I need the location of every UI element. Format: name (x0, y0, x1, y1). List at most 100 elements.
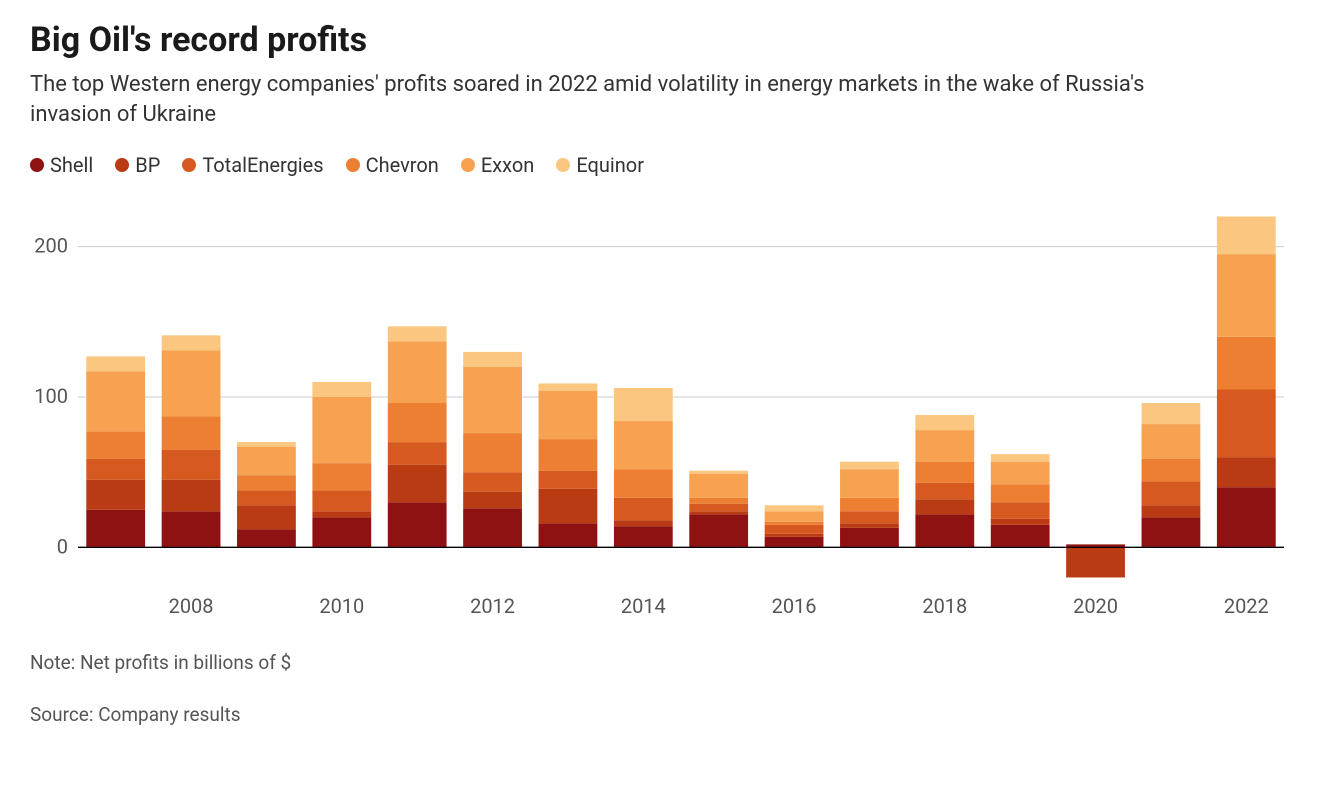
bar-segment (1217, 458, 1276, 488)
legend-item: Equinor (556, 153, 644, 177)
bar-segment (614, 521, 673, 527)
bar-segment (388, 503, 447, 548)
bar-segment (1217, 337, 1276, 390)
x-axis-label: 2020 (1073, 594, 1118, 618)
bar-segment (915, 430, 974, 462)
bar-segment (388, 403, 447, 442)
bar-segment (312, 464, 371, 491)
bar-segment (463, 433, 522, 472)
bar-segment (388, 442, 447, 465)
bar-segment (312, 512, 371, 518)
bar-segment (388, 327, 447, 342)
bar-segment (991, 485, 1050, 503)
bar-segment (312, 382, 371, 397)
x-axis-label: 2018 (922, 594, 967, 618)
bar-segment (237, 491, 296, 506)
bar-segment (86, 480, 145, 510)
bar-segment (614, 421, 673, 469)
legend-swatch-icon (182, 158, 196, 172)
legend-label: Exxon (481, 153, 534, 177)
legend-item: Chevron (346, 153, 439, 177)
bar-segment (1217, 254, 1276, 337)
bar-segment (162, 351, 221, 417)
bar-segment (991, 525, 1050, 548)
bar-segment (765, 506, 824, 512)
bar-segment (1142, 518, 1201, 548)
bar-segment (991, 503, 1050, 520)
chart-subtitle: The top Western energy companies' profit… (30, 70, 1230, 129)
bar-segment (840, 512, 899, 524)
legend-swatch-icon (346, 158, 360, 172)
bar-segment (1142, 482, 1201, 506)
bar-segment (162, 417, 221, 450)
bar-segment (991, 462, 1050, 485)
bar-segment (1217, 488, 1276, 548)
legend-swatch-icon (115, 158, 129, 172)
bar-segment (463, 509, 522, 548)
bar-segment (312, 518, 371, 548)
bar-segment (539, 524, 598, 548)
bar-segment (86, 432, 145, 459)
bar-segment (162, 480, 221, 512)
bar-segment (162, 512, 221, 548)
bar-segment (840, 470, 899, 499)
bar-segment (765, 534, 824, 537)
x-axis-label: 2016 (772, 594, 817, 618)
bar-segment (915, 515, 974, 548)
bar-segment (840, 524, 899, 529)
bar-segment (915, 483, 974, 500)
bar-segment (86, 357, 145, 372)
bar-segment (991, 519, 1050, 525)
bar-segment (765, 512, 824, 523)
chart-source: Source: Company results (30, 701, 1290, 729)
legend-label: Equinor (576, 153, 644, 177)
chart-note: Note: Net profits in billions of $ (30, 649, 1290, 677)
bar-segment (689, 512, 748, 515)
bar-segment (463, 367, 522, 433)
bar-segment (237, 442, 296, 447)
bar-segment (312, 491, 371, 512)
bar-segment (991, 455, 1050, 463)
bar-segment (463, 473, 522, 493)
y-axis-label: 0 (57, 535, 68, 559)
bar-segment (689, 471, 748, 474)
x-axis-label: 2008 (169, 594, 214, 618)
legend-label: BP (135, 153, 160, 177)
bar-segment (689, 498, 748, 504)
bar-segment (614, 388, 673, 421)
chart-title: Big Oil's record profits (30, 20, 1290, 60)
legend: Shell BP TotalEnergies Chevron Exxon Equinor (30, 153, 1290, 177)
legend-item: Exxon (461, 153, 534, 177)
legend-swatch-icon (461, 158, 475, 172)
bar-segment (614, 527, 673, 548)
bar-segment (765, 537, 824, 548)
bar-segment (915, 415, 974, 430)
legend-label: Chevron (366, 153, 439, 177)
x-axis-label: 2010 (319, 594, 364, 618)
bar-segment (86, 510, 145, 548)
bar-segment (1066, 548, 1125, 578)
bar-segment (1217, 217, 1276, 255)
bar-segment (312, 397, 371, 463)
bar-segment (162, 450, 221, 480)
y-axis-label: 200 (34, 234, 68, 258)
bar-segment (539, 384, 598, 392)
legend-label: TotalEnergies (202, 153, 323, 177)
bar-segment (614, 470, 673, 499)
bar-segment (1142, 506, 1201, 518)
bar-segment (237, 506, 296, 530)
bar-segment (388, 342, 447, 404)
legend-swatch-icon (556, 158, 570, 172)
bar-segment (86, 459, 145, 480)
bar-segment (86, 372, 145, 432)
bar-segment (1142, 403, 1201, 424)
bar-segment (539, 489, 598, 524)
y-axis-label: 100 (34, 384, 68, 408)
bar-segment (1217, 390, 1276, 458)
bar-segment (539, 391, 598, 439)
legend-label: Shell (50, 153, 93, 177)
bar-segment (237, 447, 296, 476)
bar-segment (840, 528, 899, 548)
x-axis-label: 2022 (1224, 594, 1269, 618)
bar-segment (765, 525, 824, 534)
